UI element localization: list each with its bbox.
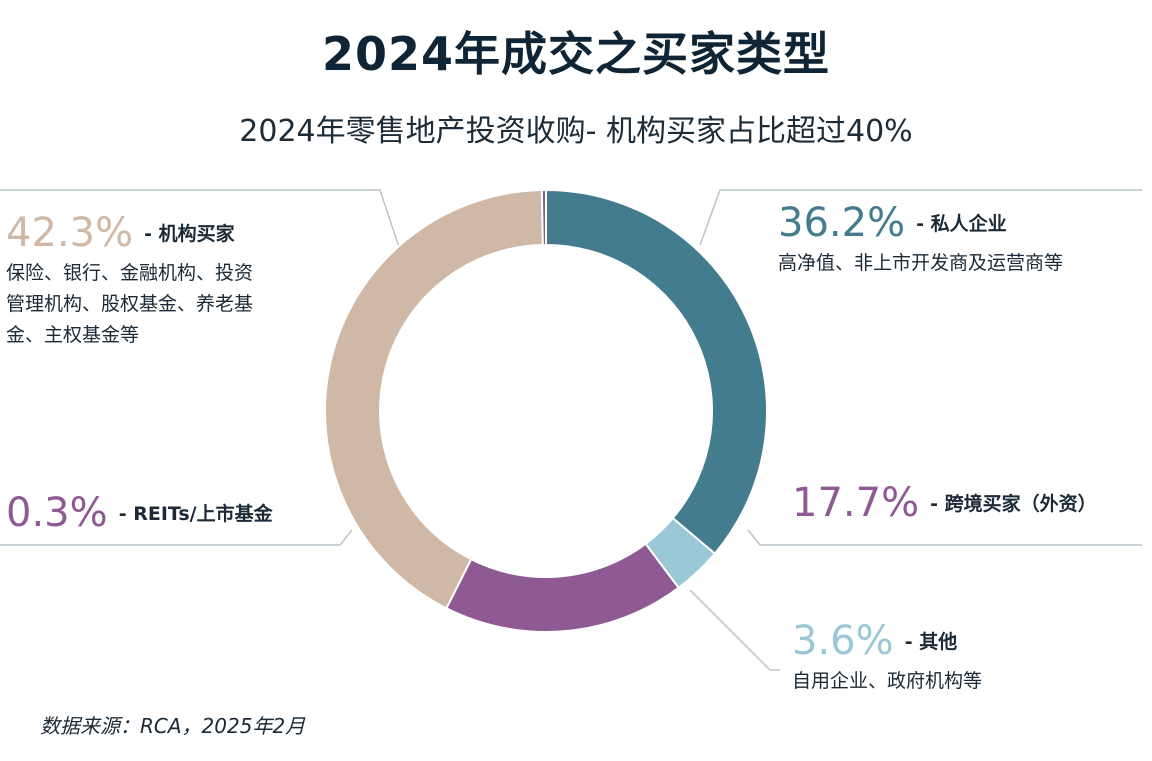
- slice-reits: [540, 188, 547, 247]
- pct-institutional: 42.3%: [6, 210, 134, 256]
- donut-slices: [324, 188, 768, 633]
- cat-reits: - REITs/上市基金: [118, 503, 273, 525]
- leader-reits: [0, 529, 353, 546]
- data-source-note: 数据来源：RCA，2025年2月: [40, 714, 306, 738]
- pct-private: 36.2%: [778, 200, 906, 246]
- cat-private: - 私人企业: [916, 213, 1007, 235]
- pct-cross-border: 17.7%: [792, 480, 920, 526]
- cat-institutional: - 机构买家: [144, 223, 235, 245]
- desc-private: 高净值、非上市开发商及运营商等: [778, 248, 1063, 279]
- slice-private: [545, 188, 768, 556]
- desc-private-line: 高净值、非上市开发商及运营商等: [778, 252, 1064, 274]
- cat-others: - 其他: [904, 631, 958, 653]
- pct-reits: 0.3%: [6, 490, 108, 536]
- leader-others: [689, 589, 780, 671]
- leader-institutional: [0, 189, 401, 251]
- slice-cross-border: [445, 542, 680, 633]
- leader-lines: [0, 189, 1142, 671]
- desc-others: 自用企业、政府机构等: [792, 666, 982, 697]
- leader-private: [699, 189, 1142, 246]
- label-reits: 0.3% - REITs/上市基金: [6, 490, 273, 536]
- label-cross-border: 17.7% - 跨境买家（外资）: [792, 480, 1097, 526]
- label-private: 36.2% - 私人企业 高净值、非上市开发商及运营商等: [778, 200, 1063, 279]
- desc-institutional-line: 管理机构、股权基金、养老基: [6, 293, 254, 315]
- label-institutional: 42.3% - 机构买家 保险、银行、金融机构、投资 管理机构、股权基金、养老基…: [6, 210, 253, 351]
- desc-institutional-line: 保险、银行、金融机构、投资: [6, 262, 254, 284]
- slice-institutional: [324, 189, 544, 610]
- desc-institutional-line: 金、主权基金等: [6, 324, 140, 346]
- leader-cross-border: [747, 529, 1142, 546]
- label-others: 3.6% - 其他 自用企业、政府机构等: [792, 618, 982, 697]
- cat-cross-border: - 跨境买家（外资）: [930, 493, 1097, 515]
- chart-subtitle: 2024年零售地产投资收购- 机构买家占比超过40%: [239, 114, 913, 149]
- chart-title: 2024年成交之买家类型: [321, 27, 831, 81]
- desc-institutional: 保险、银行、金融机构、投资 管理机构、股权基金、养老基 金、主权基金等: [6, 258, 253, 351]
- pct-others: 3.6%: [792, 618, 894, 664]
- desc-others-line: 自用企业、政府机构等: [792, 670, 983, 692]
